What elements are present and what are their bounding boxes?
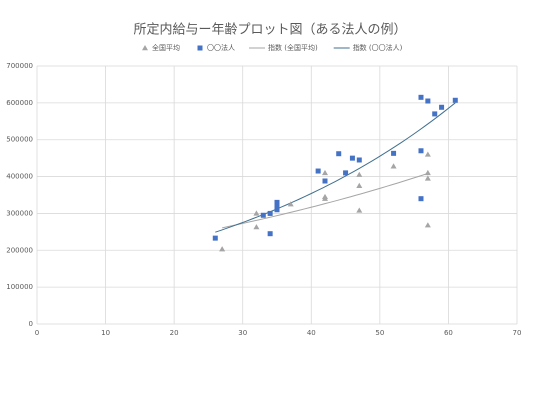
data-point — [253, 224, 260, 230]
data-point — [452, 97, 458, 103]
trendline — [215, 102, 456, 233]
data-point — [432, 111, 438, 117]
legend-label: 全国平均 — [152, 43, 180, 52]
y-tick-label: 100000 — [6, 283, 33, 291]
data-point — [322, 178, 328, 184]
data-point — [424, 169, 431, 176]
data-point — [322, 195, 328, 201]
data-point — [356, 157, 362, 163]
data-point — [425, 98, 431, 104]
data-point — [212, 235, 218, 241]
x-tick-label: 60 — [444, 329, 453, 337]
data-point — [260, 212, 266, 218]
y-tick-label: 600000 — [6, 99, 33, 107]
data-point — [287, 201, 294, 207]
data-point — [267, 210, 273, 216]
y-tick-label: 300000 — [6, 209, 33, 217]
y-tick-label: 500000 — [6, 136, 33, 144]
legend-label: 〇〇法人 — [207, 43, 235, 52]
x-tick-label: 40 — [307, 329, 316, 337]
data-point — [356, 171, 363, 177]
legend-marker — [197, 45, 203, 51]
data-point — [253, 210, 260, 216]
data-point — [274, 203, 280, 209]
trendline — [222, 172, 429, 229]
y-tick-label: 0 — [29, 320, 33, 328]
chart-title: 所定内給与ー年齢プロット図（ある法人の例） — [133, 22, 406, 38]
data-point — [343, 170, 349, 176]
data-point — [349, 155, 355, 161]
data-point — [274, 199, 280, 205]
data-point — [336, 151, 342, 157]
data-point — [390, 163, 397, 169]
data-point — [424, 175, 431, 181]
data-point — [322, 169, 328, 176]
legend-label: 指数 (全国平均) — [268, 43, 318, 52]
data-point — [267, 231, 273, 237]
data-point — [274, 207, 280, 213]
data-point — [356, 207, 363, 213]
data-point — [418, 94, 424, 100]
x-tick-label: 50 — [375, 329, 384, 337]
data-point — [424, 222, 431, 228]
x-tick-label: 0 — [35, 329, 39, 337]
data-point — [418, 196, 424, 202]
data-point — [356, 182, 363, 188]
x-tick-label: 20 — [170, 329, 179, 337]
y-tick-label: 400000 — [6, 173, 33, 181]
data-point — [391, 150, 397, 156]
data-point — [219, 246, 226, 252]
data-point — [439, 104, 445, 110]
x-tick-label: 10 — [101, 329, 110, 337]
data-point — [424, 151, 431, 157]
x-tick-label: 30 — [238, 329, 247, 337]
data-point — [315, 168, 321, 174]
y-tick-label: 200000 — [6, 246, 33, 254]
x-tick-label: 70 — [513, 329, 522, 337]
legend-label: 指数 (〇〇法人) — [353, 43, 403, 52]
legend-marker — [142, 45, 148, 51]
y-tick-label: 700000 — [6, 62, 33, 70]
data-point — [418, 148, 424, 154]
